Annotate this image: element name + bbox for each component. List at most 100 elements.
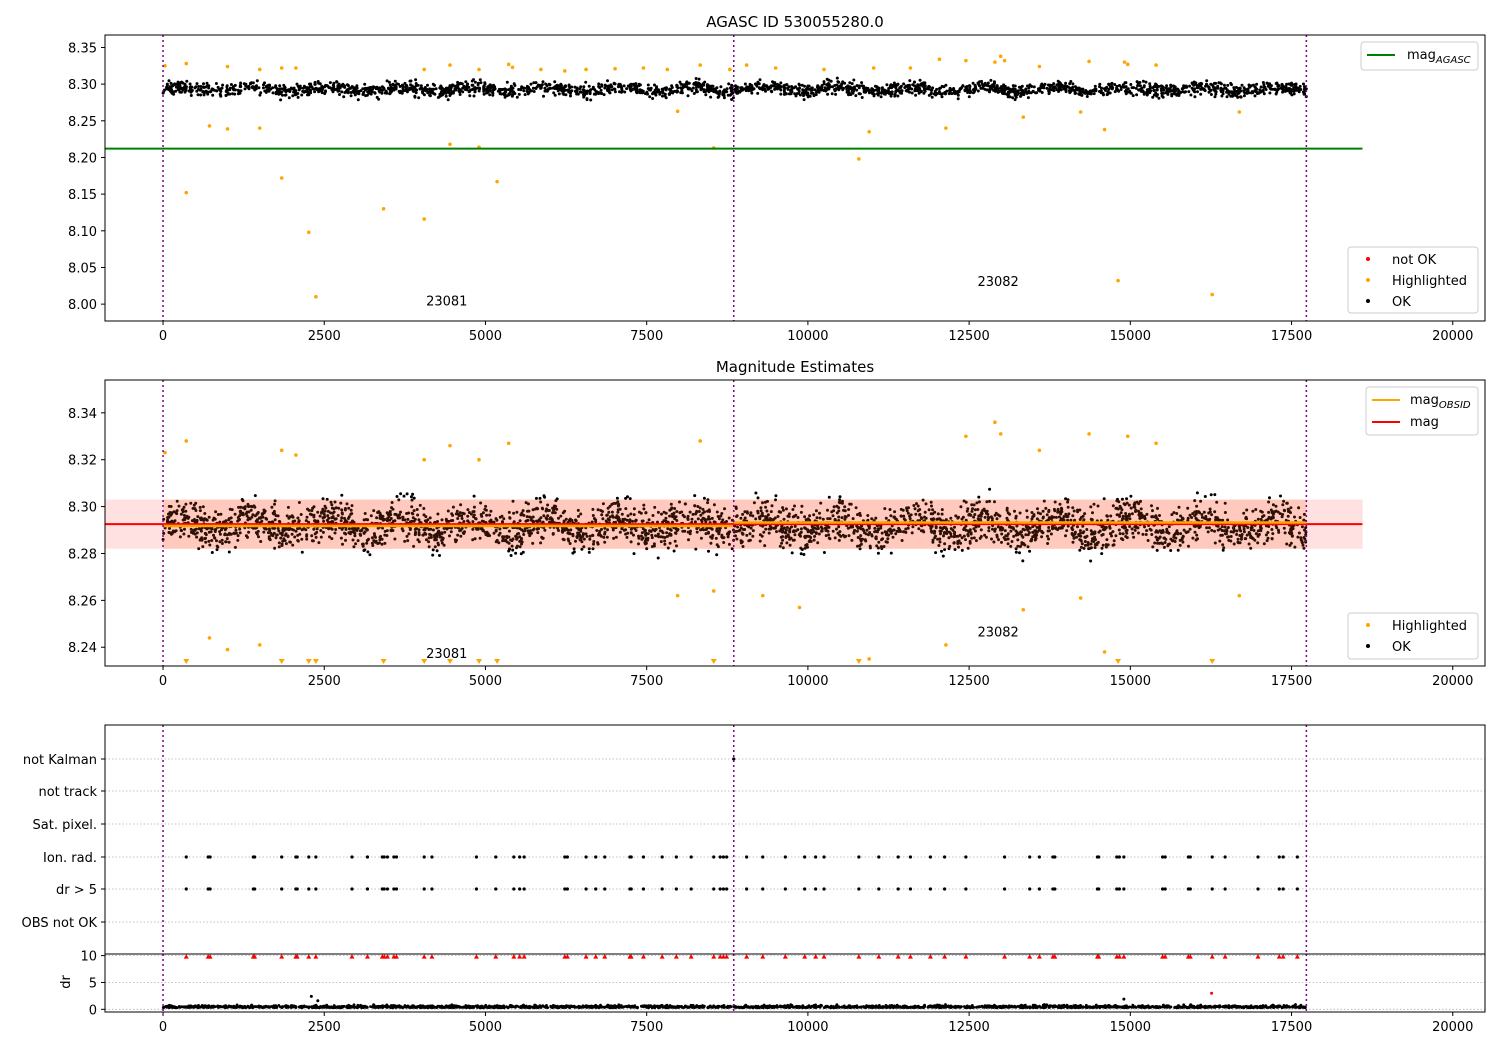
highlighted-point [562,69,567,73]
ok-point [614,501,618,505]
ok-point [588,534,592,538]
legend-label: not OK [1392,253,1437,268]
ok-point [436,520,439,523]
ok-point [894,86,898,90]
ok-point [371,87,375,91]
ok-point [331,90,335,94]
ok-point [325,497,329,501]
ok-point [1169,83,1173,87]
ok-point [988,90,991,94]
ok-point [1040,91,1044,94]
ok-point [825,77,829,81]
ok-point [233,88,237,92]
ok-point [507,92,511,96]
ok-point [1093,84,1097,88]
ok-point [202,86,206,89]
ok-point [231,92,234,96]
ok-point [996,87,1000,91]
ok-point [1189,93,1193,97]
ok-point [922,83,926,87]
ok-point [258,93,262,97]
ok-point [1199,92,1203,96]
ok-point [277,545,281,549]
ok-point [622,84,626,88]
ok-point [1188,84,1192,88]
ok-point [447,519,451,523]
ok-point [1121,517,1125,521]
ok-point [1138,84,1142,88]
highlighted-point [539,67,543,72]
ok-point [915,502,918,506]
ok-point [458,82,462,86]
ok-point [178,84,182,88]
ok-point [895,88,899,92]
ok-point [409,495,413,499]
ok-point [293,519,297,523]
ok-point [769,89,773,93]
ok-point [818,511,821,515]
ok-point [562,519,566,523]
ok-point [1046,83,1050,87]
ok-point [654,86,658,90]
ok-point [286,505,290,509]
ok-point [1297,506,1301,510]
ok-point [1153,85,1157,89]
ok-point [184,87,188,91]
ok-point [910,531,914,535]
ok-point [453,87,457,91]
ok-point [344,538,347,542]
ok-point [471,520,475,524]
ok-point [774,494,778,498]
ok-point [710,516,714,520]
ok-point [717,94,721,98]
ok-point [611,514,614,518]
ok-point [779,88,783,92]
highlighted-point [665,67,670,72]
ok-point [913,87,917,91]
ok-point [701,511,705,515]
ok-point [301,89,305,93]
ok-point [953,530,957,534]
ok-point [538,496,542,500]
ok-point [433,545,437,549]
ok-point [1214,81,1218,85]
ok-point [1049,532,1053,536]
ok-point [651,97,655,100]
highlighted-point [477,67,481,72]
ok-point [613,82,617,86]
ok-point [678,500,681,504]
ok-point [1213,493,1217,497]
ok-point [1255,82,1259,86]
ok-point [729,87,733,91]
ok-point [762,83,766,87]
ok-point [198,509,202,513]
highlighted-point [314,295,318,299]
ok-point [431,553,435,557]
ok-point [304,85,308,89]
ok-point [628,520,632,524]
ok-point [575,89,579,92]
ok-point [916,86,920,90]
ok-point [167,512,170,516]
ok-point [906,89,910,93]
ok-point [896,82,900,86]
ok-point [529,82,533,86]
ok-point [967,95,971,99]
ok-point [346,517,350,520]
ok-point [908,79,912,83]
ok-point [879,95,883,99]
ok-point [609,85,613,89]
ok-point [835,527,838,531]
ok-point [771,80,774,84]
ok-point [779,85,783,89]
ok-point [602,93,606,97]
ok-point [1082,546,1086,550]
ok-point [603,86,607,90]
ok-point [685,85,689,89]
highlighted-point [257,67,262,72]
ok-point [1007,92,1010,96]
ok-point [705,88,709,92]
ok-point [1170,94,1174,98]
ok-point [1207,85,1211,89]
ok-point [289,86,293,90]
